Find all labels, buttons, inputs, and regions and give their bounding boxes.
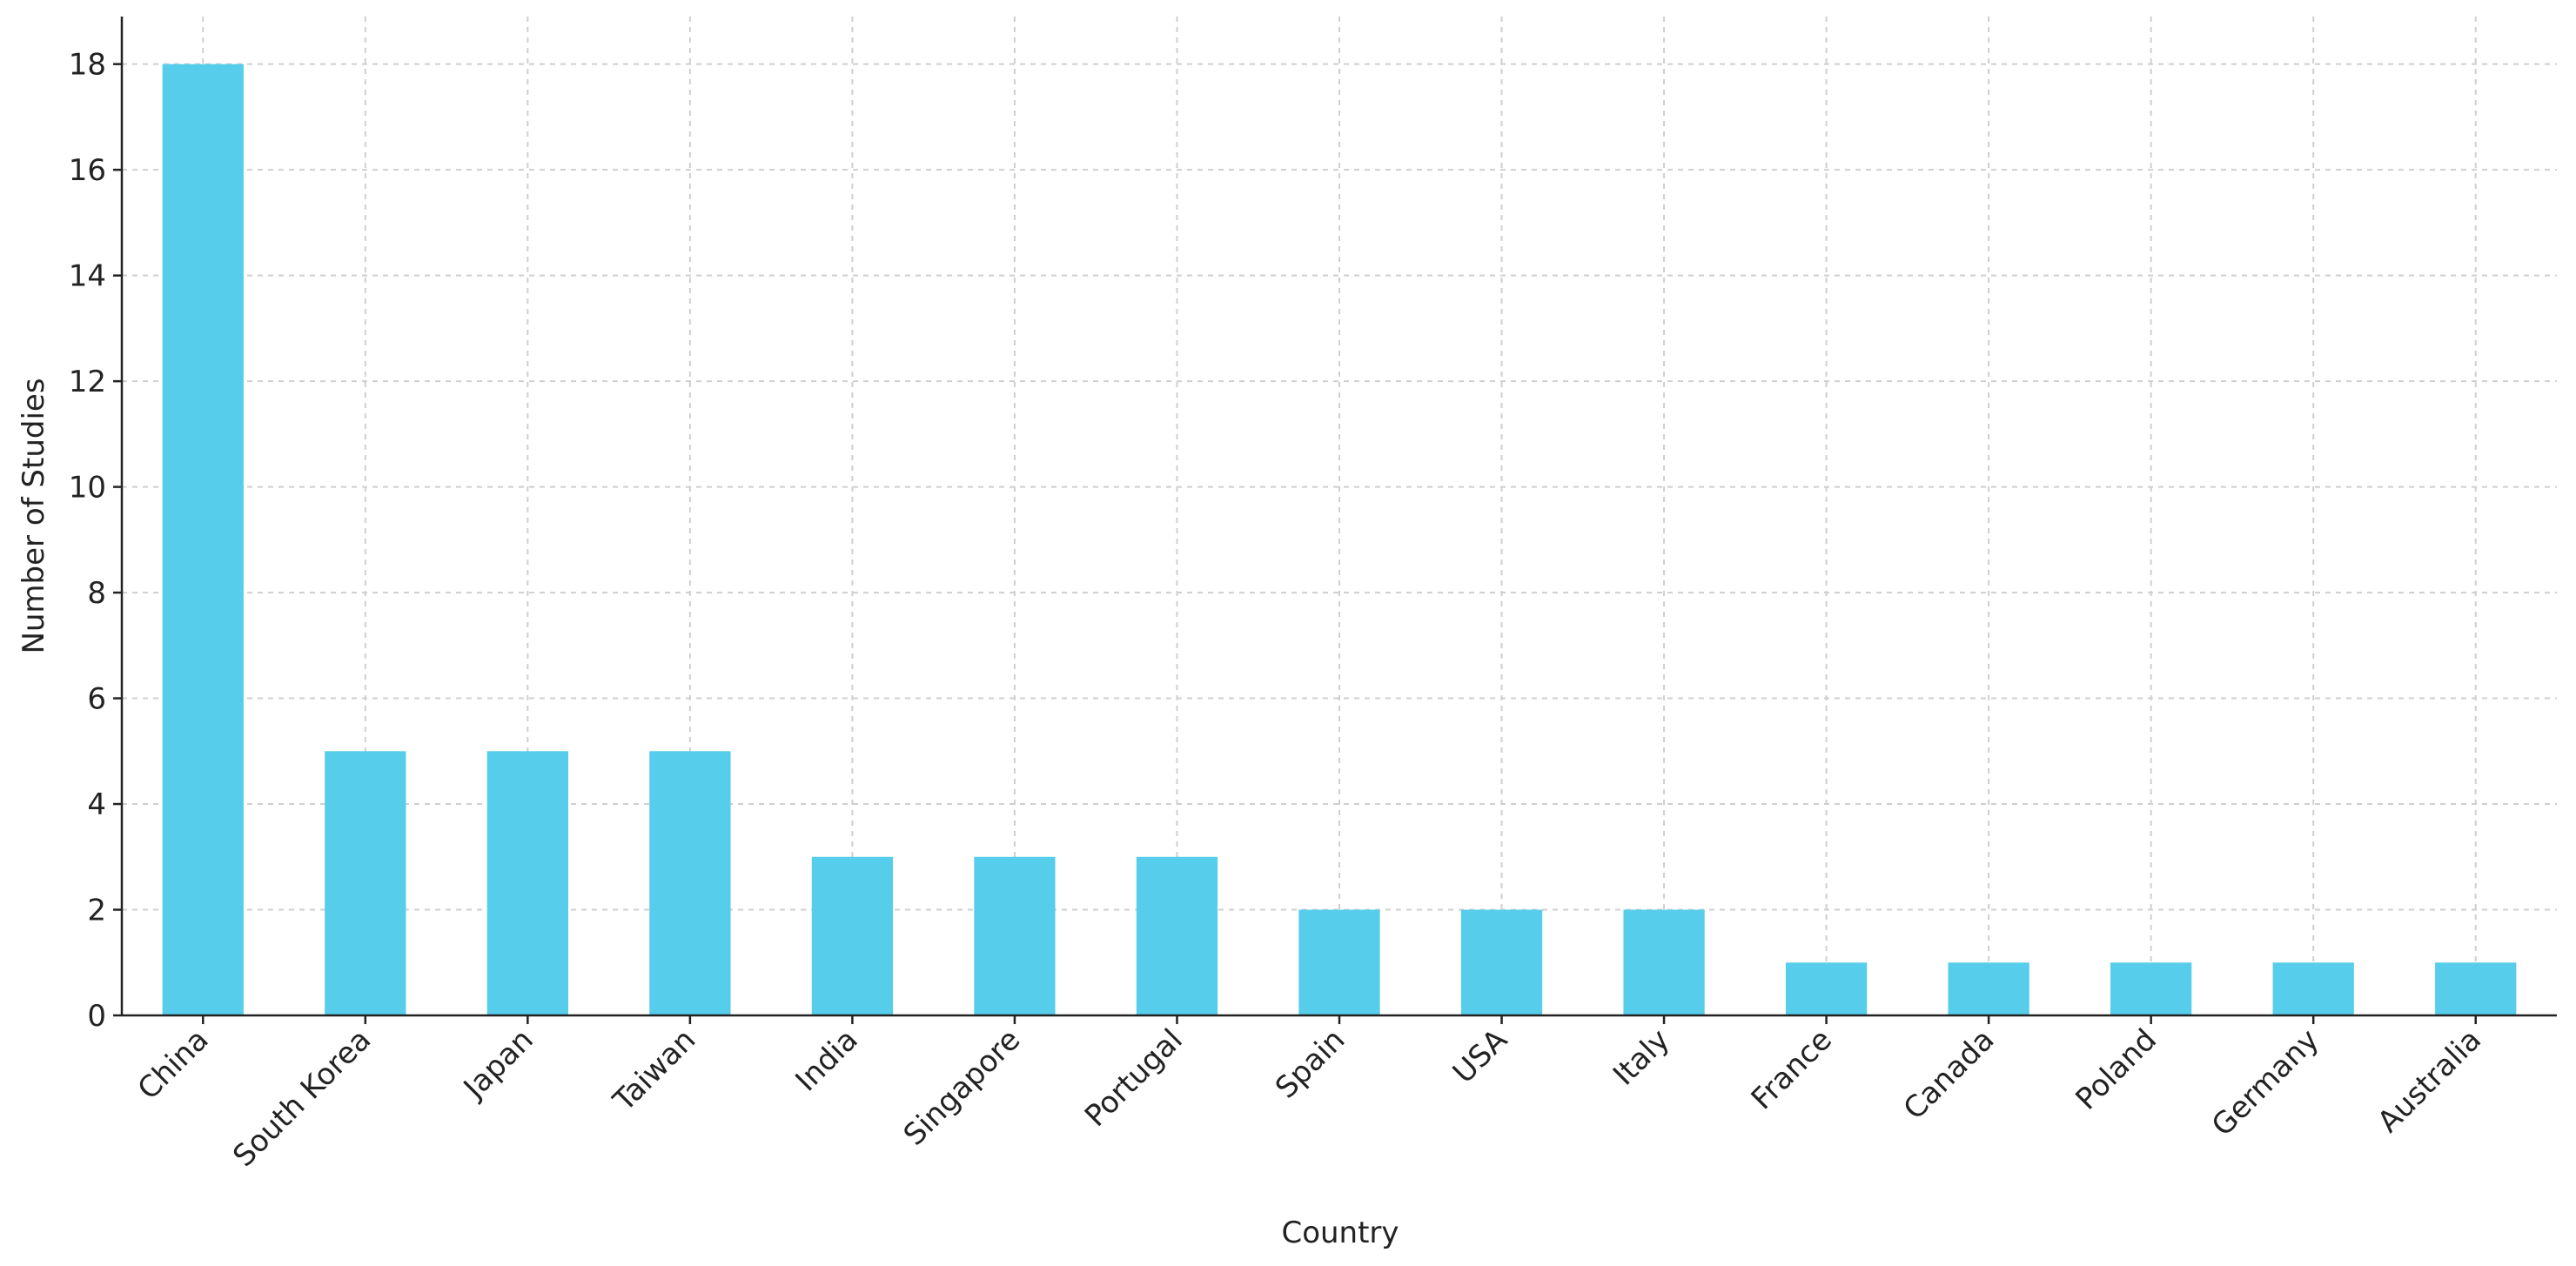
y-tick-label: 12: [69, 365, 106, 399]
y-tick-label: 16: [69, 153, 106, 188]
x-tick-label: Italy: [1607, 1022, 1676, 1092]
bar: [1136, 856, 1218, 1015]
bar: [1623, 909, 1705, 1015]
bar: [325, 751, 406, 1015]
x-tick-label: China: [131, 1022, 216, 1107]
x-tick-label: Spain: [1269, 1022, 1352, 1105]
bar: [1298, 909, 1380, 1015]
y-tick-label: 2: [87, 894, 106, 928]
x-tick-label: India: [788, 1022, 864, 1098]
bar: [1785, 962, 1868, 1015]
y-tick-label: 6: [87, 682, 106, 717]
y-axis-title: Number of Studies: [17, 378, 51, 653]
x-tick-label: France: [1745, 1022, 1839, 1116]
x-tick-label: USA: [1446, 1022, 1514, 1090]
bar: [162, 64, 244, 1016]
bar: [2272, 962, 2354, 1015]
y-tick-label: 0: [87, 999, 106, 1034]
bar: [1948, 962, 2029, 1015]
bar: [2435, 962, 2517, 1015]
y-tick-label: 14: [69, 259, 106, 294]
x-tick-label: Taiwan: [606, 1022, 702, 1119]
bar: [2110, 962, 2192, 1015]
x-tick-label: Canada: [1897, 1022, 2002, 1127]
y-tick-label: 18: [69, 48, 106, 83]
x-tick-label: Poland: [2069, 1022, 2163, 1117]
x-axis-title: Country: [1281, 1216, 1399, 1250]
y-tick-label: 10: [69, 471, 106, 506]
x-tick-label: Portugal: [1078, 1022, 1190, 1134]
y-tick-label: 8: [87, 576, 106, 611]
x-tick-label: Australia: [2371, 1022, 2488, 1140]
bar: [486, 751, 568, 1015]
x-tick-label: South Korea: [226, 1022, 378, 1174]
bar: [974, 856, 1056, 1015]
bar: [649, 751, 731, 1015]
bar: [811, 856, 894, 1015]
x-tick-label: Japan: [456, 1022, 540, 1107]
x-tick-label: Germany: [2205, 1022, 2326, 1143]
y-tick-label: 4: [87, 787, 106, 822]
x-tick-label: Singapore: [897, 1022, 1028, 1153]
bar: [1460, 909, 1543, 1015]
